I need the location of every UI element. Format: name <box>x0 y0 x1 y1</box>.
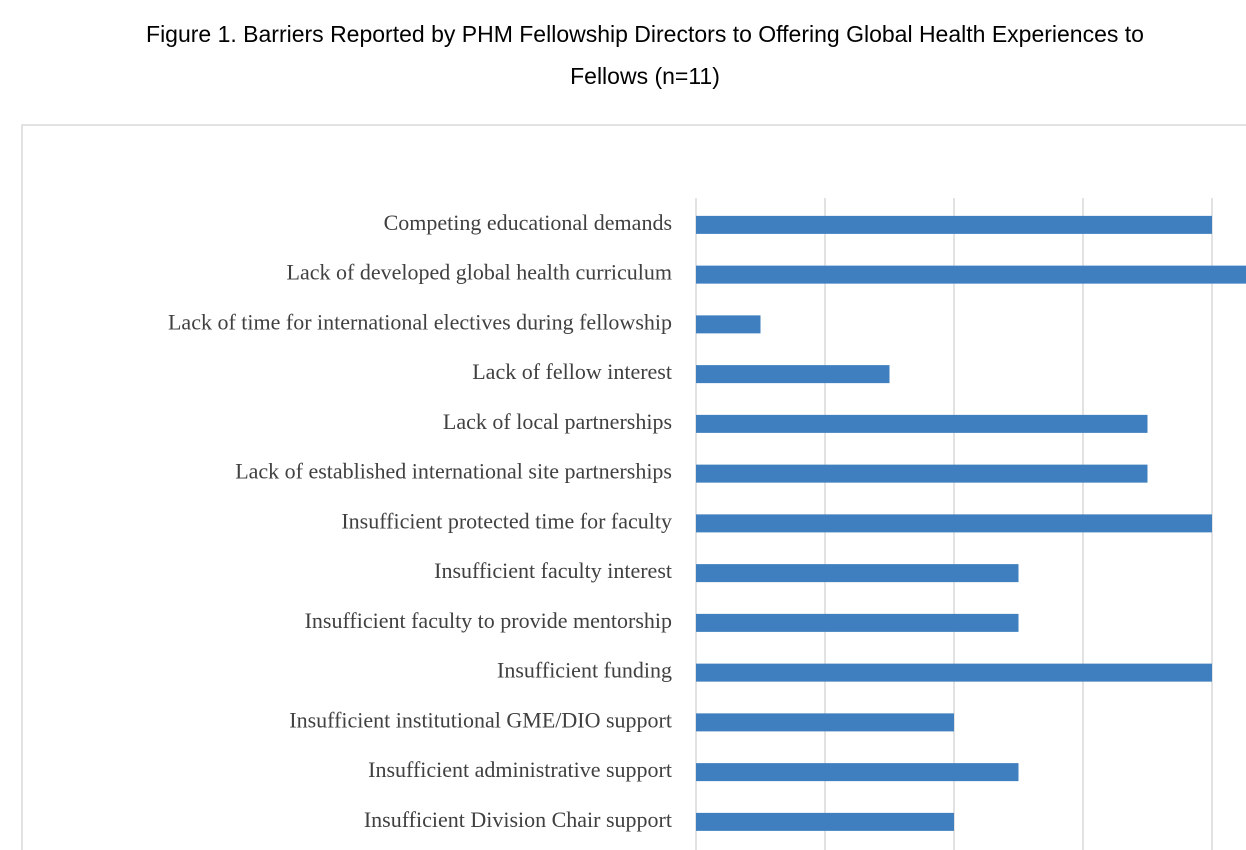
category-label: Insufficient administrative support <box>368 757 672 782</box>
category-label: Insufficient institutional GME/DIO suppo… <box>289 707 672 732</box>
bar <box>696 464 1148 483</box>
chart-title: Fellows (n=11) <box>570 63 720 89</box>
bar <box>696 514 1212 533</box>
category-label: Lack of time for international electives… <box>168 309 672 334</box>
bar <box>696 365 890 384</box>
bar <box>696 564 1019 583</box>
category-label: Insufficient faculty to provide mentorsh… <box>305 608 672 633</box>
category-label: Competing educational demands <box>384 210 672 235</box>
bar <box>696 713 954 732</box>
bar <box>696 215 1212 234</box>
bar <box>696 315 761 334</box>
bar <box>696 663 1212 682</box>
category-label: Insufficient protected time for faculty <box>341 508 672 533</box>
category-label: Insufficient funding <box>497 658 672 683</box>
category-label: Lack of established international site p… <box>235 459 672 484</box>
bar <box>696 812 954 831</box>
category-label: Lack of developed global health curricul… <box>287 260 672 285</box>
category-label: Lack of local partnerships <box>443 409 672 434</box>
category-label: Insufficient Division Chair support <box>364 807 672 832</box>
bar <box>696 265 1246 284</box>
bar <box>696 763 1019 782</box>
chart-frame <box>21 124 1246 850</box>
chart-title: Figure 1. Barriers Reported by PHM Fello… <box>146 21 1144 47</box>
bar <box>696 613 1019 632</box>
category-label: Insufficient faculty interest <box>434 558 672 583</box>
category-label: Lack of fellow interest <box>472 359 672 384</box>
bar <box>696 414 1148 433</box>
